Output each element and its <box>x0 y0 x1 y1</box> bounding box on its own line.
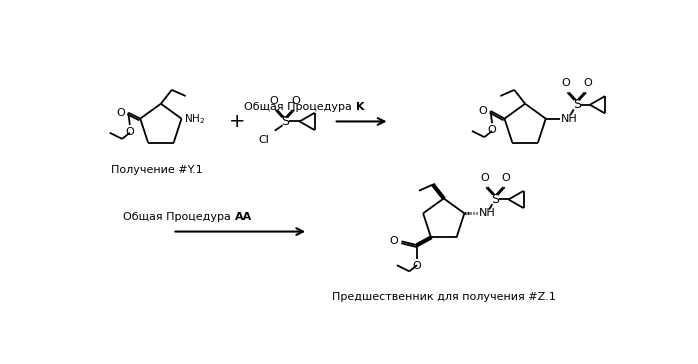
Text: O: O <box>502 173 511 183</box>
Text: Общая Процедура: Общая Процедура <box>244 102 355 112</box>
Text: O: O <box>584 78 592 88</box>
Text: O: O <box>479 106 487 116</box>
Text: K: K <box>356 102 364 112</box>
Text: O: O <box>389 236 399 246</box>
Text: O: O <box>480 173 489 183</box>
Polygon shape <box>432 184 445 199</box>
Text: O: O <box>269 96 279 106</box>
Text: O: O <box>561 78 570 88</box>
Text: +: + <box>228 112 245 131</box>
Text: S: S <box>573 98 581 111</box>
Text: O: O <box>126 127 134 136</box>
Text: O: O <box>117 108 125 118</box>
Text: O: O <box>291 96 300 106</box>
Text: S: S <box>491 193 499 206</box>
Text: S: S <box>281 115 289 128</box>
Text: NH: NH <box>560 114 577 124</box>
Text: AA: AA <box>235 212 252 222</box>
Text: Общая Процедура: Общая Процедура <box>123 212 234 222</box>
Text: O: O <box>488 125 496 135</box>
Text: Предшественник для получения #Z.1: Предшественник для получения #Z.1 <box>332 292 556 302</box>
Text: Получение #Y.1: Получение #Y.1 <box>111 165 203 175</box>
Text: NH$_2$: NH$_2$ <box>184 112 205 126</box>
Text: Cl: Cl <box>258 135 269 145</box>
Polygon shape <box>416 236 432 246</box>
Text: NH: NH <box>479 208 496 218</box>
Text: O: O <box>413 261 422 270</box>
